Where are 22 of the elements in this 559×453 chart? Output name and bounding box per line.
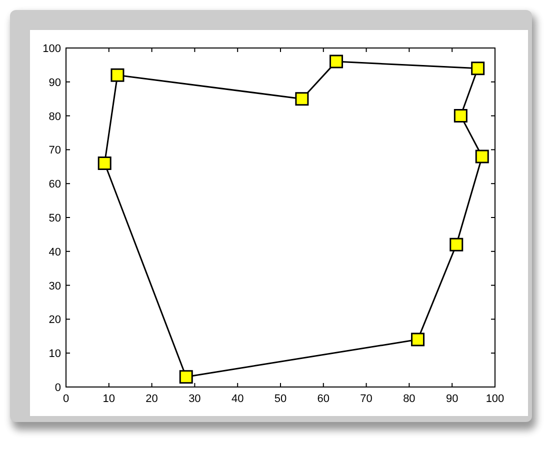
y-tick-label: 0 xyxy=(54,382,61,394)
x-tick-label: 40 xyxy=(231,393,244,405)
y-tick-label: 30 xyxy=(48,280,61,292)
x-tick-label: 0 xyxy=(62,393,70,405)
y-tick-label: 80 xyxy=(48,110,61,123)
x-tick-label: 70 xyxy=(360,393,372,405)
x-tick-label: 100 xyxy=(486,393,504,405)
x-tick-label: 90 xyxy=(446,393,458,405)
x-tick-label: 30 xyxy=(188,393,201,405)
y-tick-label: 70 xyxy=(48,144,61,157)
y-tick-label: 50 xyxy=(48,212,61,224)
x-tick-label: 60 xyxy=(317,393,330,405)
x-tick-label: 10 xyxy=(102,393,116,405)
y-tick-label: 10 xyxy=(48,348,61,360)
y-tick-label: 20 xyxy=(48,314,61,326)
y-tick-label: 60 xyxy=(48,178,61,191)
y-tick-label: 100 xyxy=(42,43,61,55)
y-tick-label: 40 xyxy=(48,246,61,258)
x-tick-label: 20 xyxy=(146,393,158,405)
x-tick-label: 80 xyxy=(403,393,416,405)
x-tick-label: 50 xyxy=(274,393,287,405)
y-tick-label: 90 xyxy=(48,76,61,89)
